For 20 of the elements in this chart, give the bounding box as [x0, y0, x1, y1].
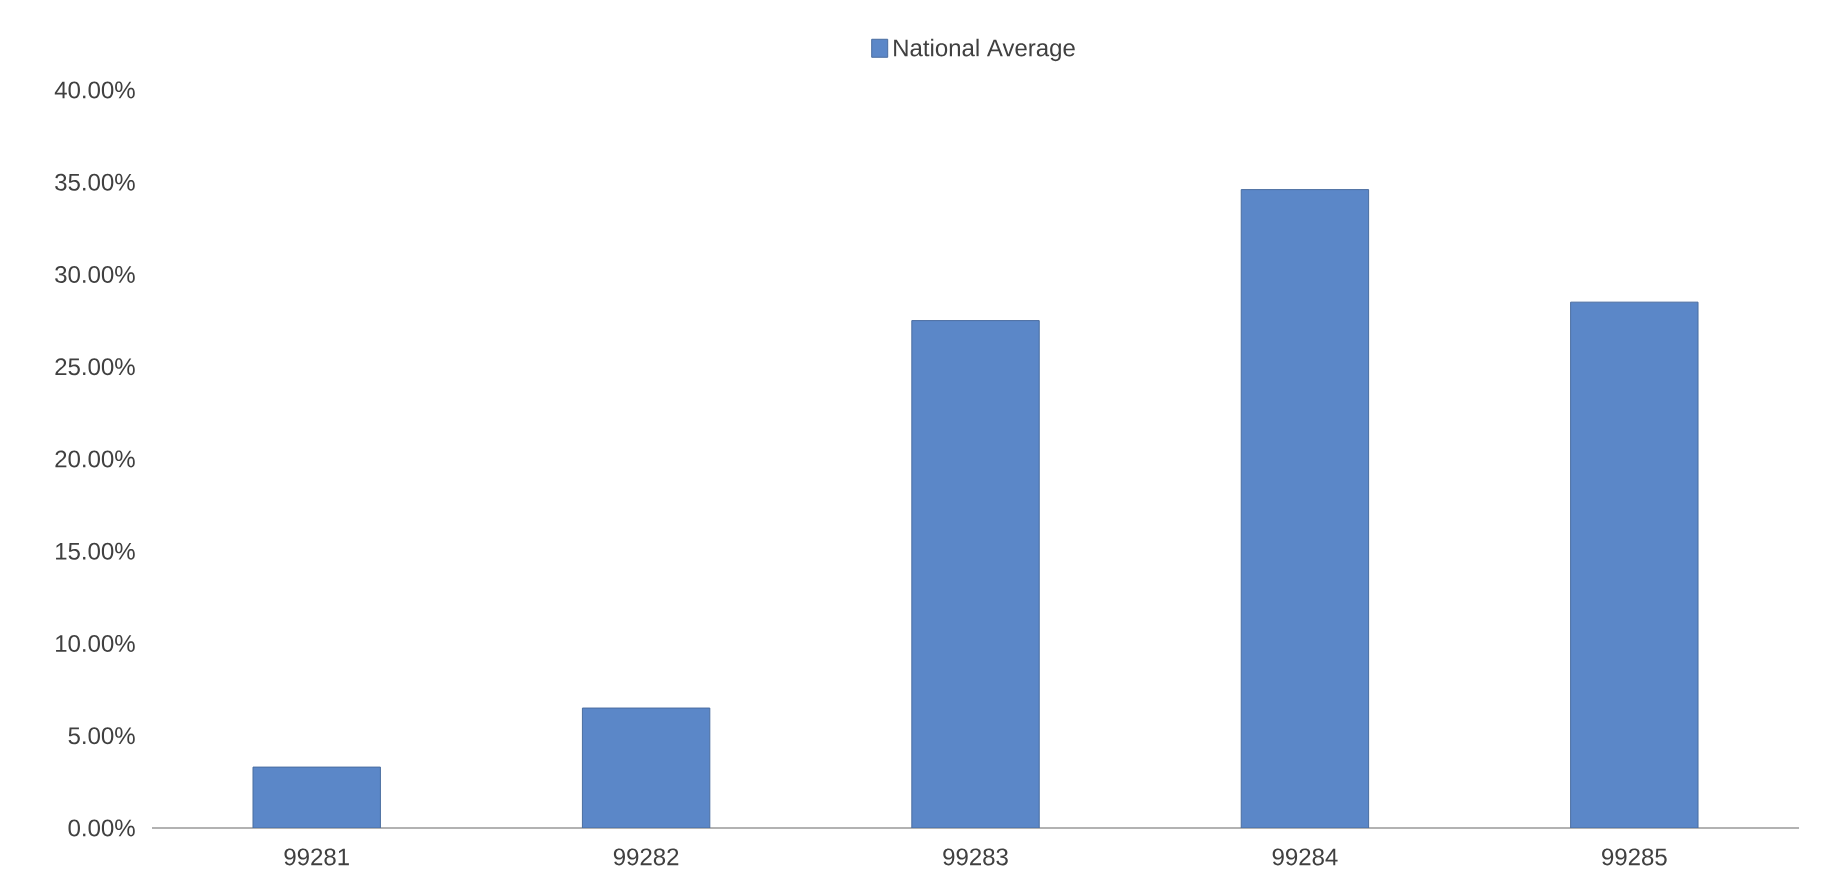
x-tick-label: 99283: [943, 848, 1008, 866]
y-tick-label: 15.00%: [56, 542, 135, 560]
y-tick-label: 0.00%: [68, 819, 135, 837]
bar: [252, 766, 381, 828]
bar: [911, 320, 1040, 828]
bar: [1570, 301, 1699, 828]
y-tick-label: 5.00%: [68, 727, 135, 745]
y-tick-label: 25.00%: [55, 358, 135, 376]
x-tick-label: 99282: [613, 848, 679, 866]
x-tick-label: 99285: [1602, 848, 1667, 866]
bar: [1240, 189, 1370, 828]
y-tick-label: 35.00%: [55, 173, 135, 191]
y-tick-label: 40.00%: [54, 81, 135, 99]
legend-label: National Average: [894, 38, 1075, 62]
bar: [581, 707, 711, 828]
x-tick-label: 99281: [284, 848, 349, 866]
x-tick-label: 99284: [1272, 848, 1338, 866]
y-tick-label: 10.00%: [56, 634, 135, 652]
y-tick-label: 30.00%: [55, 265, 135, 283]
y-tick-label: 20.00%: [55, 450, 135, 468]
